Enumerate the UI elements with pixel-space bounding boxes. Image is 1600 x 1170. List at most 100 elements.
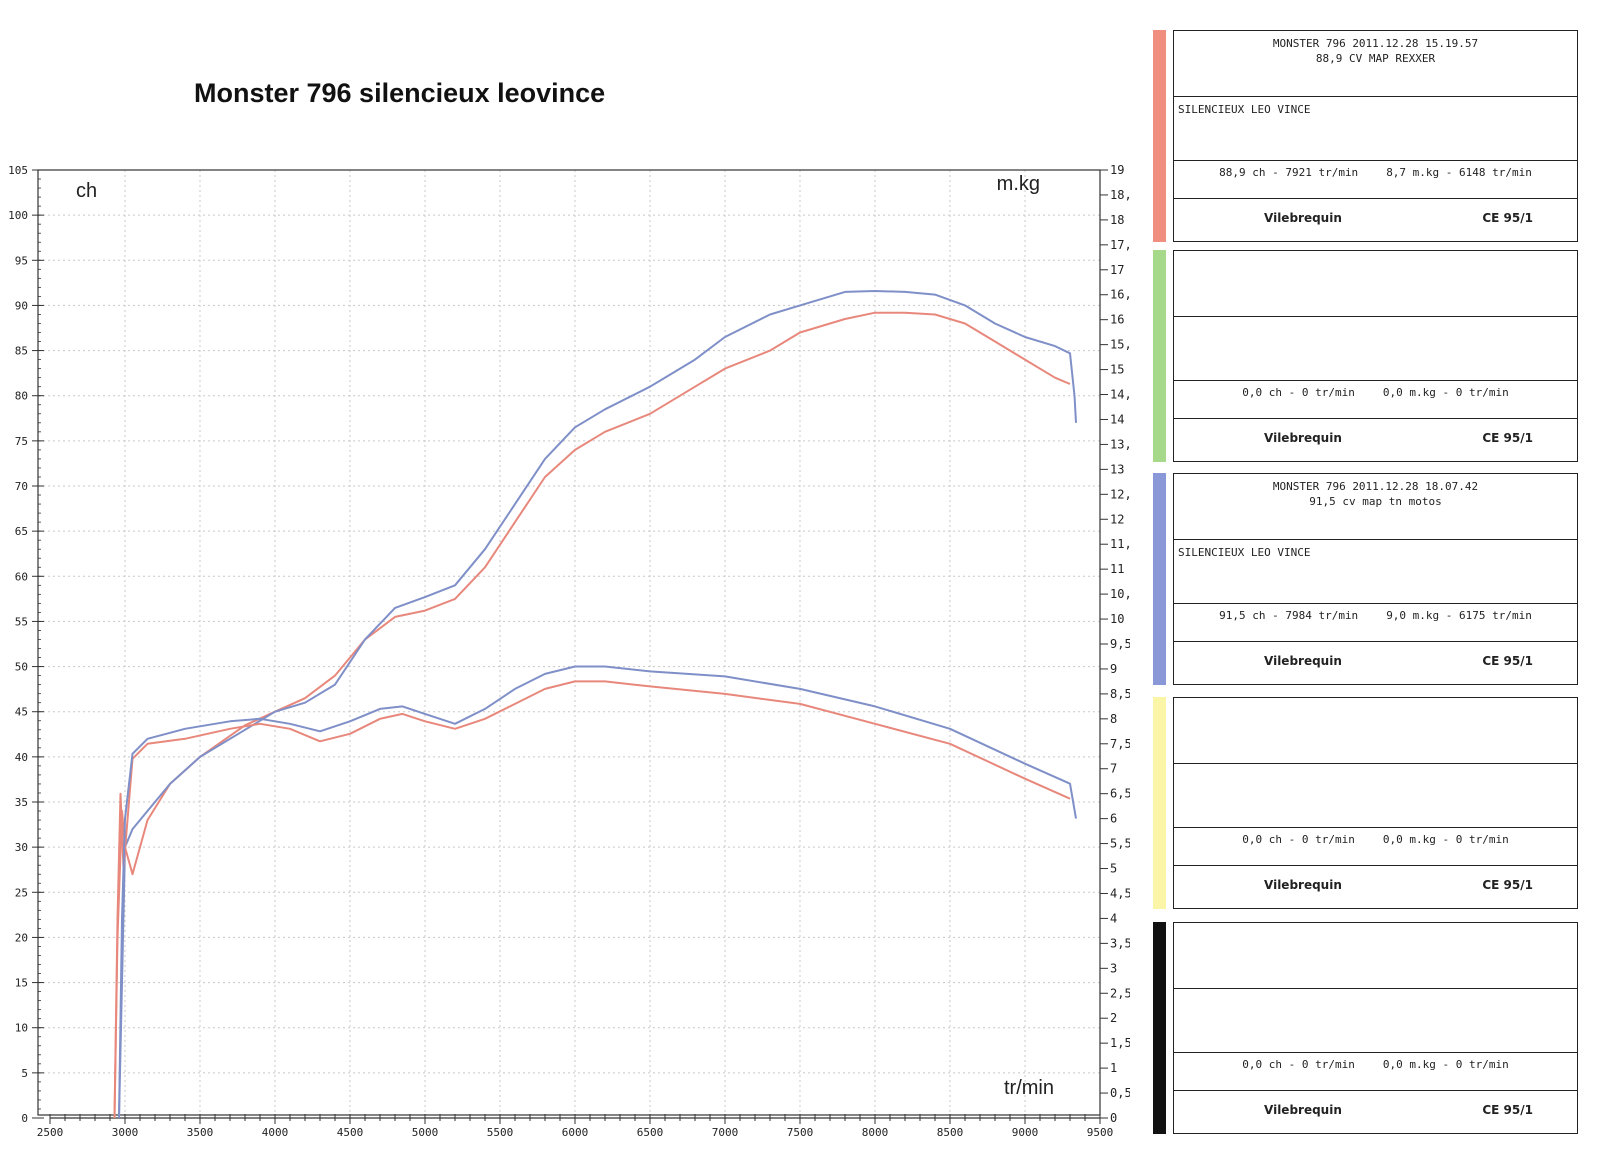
run-power-stat: 0,0 ch - 0 tr/min	[1242, 1058, 1355, 1071]
y-right-tick-label: 11,5	[1110, 537, 1130, 551]
y-right-tick-label: 7	[1110, 762, 1117, 776]
run-stats: 0,0 ch - 0 tr/min 0,0 m.kg - 0 tr/min	[1174, 1053, 1577, 1091]
x-tick-label: 8000	[862, 1126, 889, 1139]
run-note	[1174, 764, 1577, 828]
y-left-label: ch	[76, 180, 97, 202]
x-tick-label: 6500	[637, 1126, 664, 1139]
run-torque-stat: 0,0 m.kg - 0 tr/min	[1382, 833, 1509, 846]
y-left-tick-label: 45	[15, 706, 28, 719]
run-standard: CE 95/1	[1482, 878, 1533, 892]
run-measure-type: Vilebrequin	[1264, 878, 1342, 892]
run-standard: CE 95/1	[1482, 431, 1533, 445]
run-color-swatch	[1153, 922, 1166, 1134]
run-power-stat: 91,5 ch - 7984 tr/min	[1219, 609, 1359, 622]
y-left-tick-label: 80	[15, 390, 28, 403]
run-measure-type: Vilebrequin	[1264, 1103, 1342, 1117]
run-footer: Vilebrequin CE 95/1	[1174, 199, 1577, 241]
x-tick-label: 9500	[1087, 1126, 1114, 1139]
run-panel: 0,0 ch - 0 tr/min 0,0 m.kg - 0 tr/min Vile…	[1153, 922, 1578, 1134]
y-left-tick-label: 50	[15, 661, 28, 674]
run-color-swatch	[1153, 473, 1166, 685]
run-measure-type: Vilebrequin	[1264, 211, 1342, 225]
run-panel: 0,0 ch - 0 tr/min 0,0 m.kg - 0 tr/min Vile…	[1153, 697, 1578, 909]
run-title: MONSTER 796 2011.12.28 15.19.57	[1272, 37, 1479, 50]
y-right-tick-label: 4	[1110, 911, 1117, 925]
run-footer: Vilebrequin CE 95/1	[1174, 1091, 1577, 1133]
run-measure-type: Vilebrequin	[1264, 654, 1342, 668]
dyno-chart: 2500 3000 3500 4000 4500 5000 5500 6000 6500 7000…	[8, 163, 1130, 1139]
x-tick-label: 5000	[412, 1126, 439, 1139]
run-note	[1174, 989, 1577, 1053]
run-info-box: 0,0 ch - 0 tr/min 0,0 m.kg - 0 tr/min Vile…	[1173, 250, 1578, 462]
x-tick-label: 4000	[262, 1126, 289, 1139]
x-tick-label: 9000	[1012, 1126, 1039, 1139]
run-stats: 88,9 ch - 7921 tr/min 8,7 m.kg - 6148 tr/…	[1174, 161, 1577, 199]
run-color-swatch	[1153, 30, 1166, 242]
run-color-swatch	[1153, 250, 1166, 462]
y-right-tick-label: 5	[1110, 862, 1117, 876]
run-info-box: MONSTER 796 2011.12.28 18.07.42 91,5 cv m…	[1173, 473, 1578, 685]
y-left-tick-label: 35	[15, 796, 28, 809]
x-tick-label: 2500	[37, 1126, 64, 1139]
series-line-power	[118, 290, 1077, 1119]
y-left-tick-label: 25	[15, 886, 28, 899]
run-stats: 91,5 ch - 7984 tr/min 9,0 m.kg - 6175 tr/…	[1174, 604, 1577, 642]
y-left-tick-label: 30	[15, 841, 28, 854]
run-subtitle: 88,9 CV MAP REXXER	[1315, 52, 1436, 65]
x-tick-label: 5500	[487, 1126, 514, 1139]
run-torque-stat: 9,0 m.kg - 6175 tr/min	[1386, 609, 1532, 622]
run-standard: CE 95/1	[1482, 1103, 1533, 1117]
x-tick-label: 3500	[187, 1126, 214, 1139]
y-right-tick-label: 11	[1110, 562, 1124, 576]
x-tick-label: 4500	[337, 1126, 364, 1139]
run-panel: 0,0 ch - 0 tr/min 0,0 m.kg - 0 tr/min Vile…	[1153, 250, 1578, 462]
y-right-tick-label: 0,5	[1110, 1086, 1130, 1100]
y-right-tick-label: 17,5	[1110, 238, 1130, 252]
y-right-tick-label: 12,5	[1110, 487, 1130, 501]
y-left-tick-label: 60	[15, 570, 28, 583]
run-footer: Vilebrequin CE 95/1	[1174, 419, 1577, 461]
chart-title: Monster 796 silencieux leovince	[194, 78, 606, 108]
run-torque-stat: 8,7 m.kg - 6148 tr/min	[1386, 166, 1532, 179]
run-power-stat: 0,0 ch - 0 tr/min	[1242, 386, 1355, 399]
x-tick-label: 7000	[712, 1126, 739, 1139]
run-standard: CE 95/1	[1482, 211, 1533, 225]
y-right-tick-label: 8,5	[1110, 687, 1130, 701]
run-color-swatch	[1153, 697, 1166, 909]
y-left-tick-label: 95	[15, 254, 28, 267]
run-header	[1174, 923, 1577, 989]
series-lines	[113, 290, 1077, 1119]
y-right-tick-label: 10	[1110, 612, 1124, 626]
y-right-tick-label: 1,5	[1110, 1036, 1130, 1050]
x-tick-label: 6000	[562, 1126, 589, 1139]
y-left-tick-label: 90	[15, 299, 28, 312]
y-left-tick-label: 10	[15, 1022, 28, 1035]
run-panel: MONSTER 796 2011.12.28 15.19.57 88,9 CV M…	[1153, 30, 1578, 242]
y-left-tick-label: 40	[15, 751, 28, 764]
grid	[38, 170, 1101, 1118]
run-header	[1174, 251, 1577, 317]
y-left-tick-label: 100	[8, 209, 28, 222]
run-info-box: 0,0 ch - 0 tr/min 0,0 m.kg - 0 tr/min Vile…	[1173, 922, 1578, 1134]
run-power-stat: 88,9 ch - 7921 tr/min	[1219, 166, 1359, 179]
plot-frame	[37, 169, 1101, 1116]
run-footer: Vilebrequin CE 95/1	[1174, 866, 1577, 908]
run-measure-type: Vilebrequin	[1264, 431, 1342, 445]
y-left-tick-label: 70	[15, 480, 28, 493]
y-right-tick-label: 6,5	[1110, 787, 1130, 801]
run-standard: CE 95/1	[1482, 654, 1533, 668]
run-power-stat: 0,0 ch - 0 tr/min	[1242, 833, 1355, 846]
run-header	[1174, 698, 1577, 764]
y-right-tick-label: 14	[1110, 412, 1124, 426]
y-left-tick-label: 55	[15, 615, 28, 628]
y-right-tick-label: 7,5	[1110, 737, 1130, 751]
y-right-label: m.kg	[997, 173, 1040, 195]
run-info-box: 0,0 ch - 0 tr/min 0,0 m.kg - 0 tr/min Vile…	[1173, 697, 1578, 909]
y-left-tick-label: 75	[15, 435, 28, 448]
y-right-tick-label: 3,5	[1110, 936, 1130, 950]
run-note: SILENCIEUX LEO VINCE	[1174, 540, 1577, 604]
y-right-tick-label: 10,5	[1110, 587, 1130, 601]
run-torque-stat: 0,0 m.kg - 0 tr/min	[1382, 1058, 1509, 1071]
x-tick-label: 8500	[937, 1126, 964, 1139]
y-right-tick-label: 9,5	[1110, 637, 1130, 651]
